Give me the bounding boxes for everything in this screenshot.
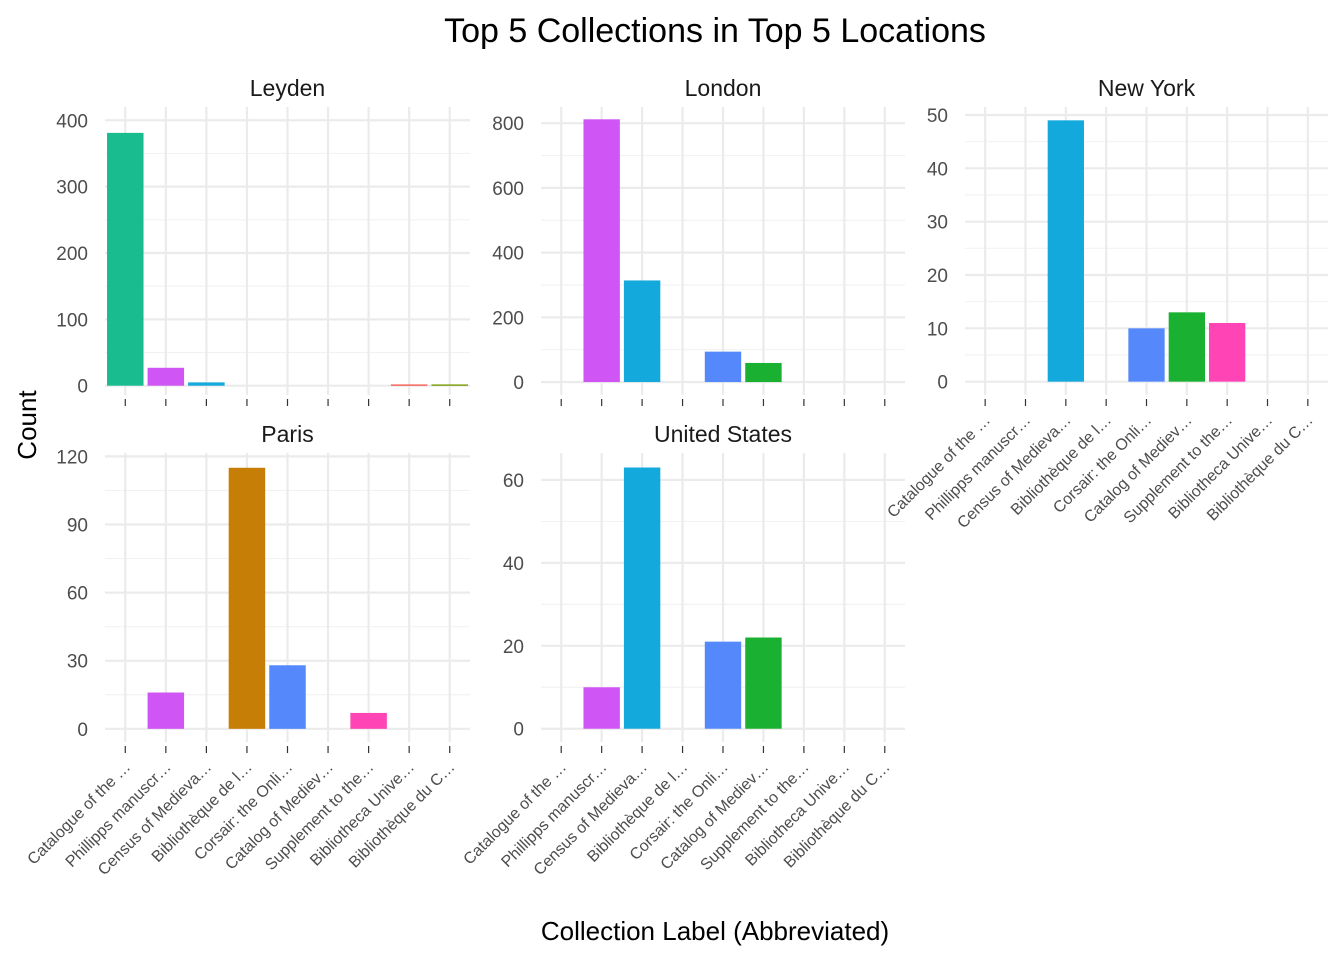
y-tick-label: 10	[927, 319, 948, 340]
y-tick-label: 400	[56, 111, 88, 132]
bar-london-1	[583, 119, 620, 383]
bar-leyden-0	[107, 132, 144, 386]
y-axis-title: Count	[12, 390, 42, 460]
y-tick-label: 100	[56, 310, 88, 331]
y-tick-label: 0	[77, 720, 88, 741]
bar-united-states-2	[623, 467, 661, 729]
bar-united-states-4	[704, 641, 742, 729]
bar-new-york-5	[1168, 312, 1205, 382]
bar-new-york-2	[1047, 120, 1084, 382]
y-tick-label: 800	[492, 114, 524, 135]
bar-united-states-5	[745, 637, 782, 729]
y-tick-label: 60	[67, 584, 88, 605]
panel-leyden: 0 100 200 300 400 Leyden	[56, 75, 470, 406]
bar-paris-4	[269, 665, 306, 729]
bar-london-2	[623, 280, 661, 383]
facet-title: Leyden	[250, 75, 325, 101]
y-tick-label: 40	[927, 159, 948, 180]
y-tick-label: 90	[67, 516, 88, 537]
bar-paris-1	[147, 692, 185, 729]
y-tick-label: 20	[503, 637, 524, 658]
y-tick-label: 0	[77, 377, 88, 398]
bar-london-4	[704, 351, 742, 383]
bar-paris-3	[228, 467, 266, 729]
bar-leyden-2	[188, 382, 225, 386]
facet-title: Paris	[261, 421, 313, 447]
facet-title: New York	[1098, 75, 1196, 101]
y-tick-label: 0	[937, 373, 948, 394]
bar-london-5	[745, 362, 782, 383]
y-tick-label: 200	[56, 244, 88, 265]
y-tick-label: 40	[503, 554, 524, 575]
y-tick-label: 400	[492, 244, 524, 265]
facet-title: United States	[654, 421, 792, 447]
bar-leyden-1	[147, 367, 185, 386]
bar-leyden-8	[431, 384, 468, 386]
y-tick-label: 600	[492, 179, 524, 200]
y-tick-label: 30	[67, 652, 88, 673]
bar-new-york-4	[1128, 328, 1165, 382]
bar-united-states-1	[583, 687, 620, 729]
y-tick-label: 120	[56, 447, 88, 468]
chart-title: Top 5 Collections in Top 5 Locations	[444, 12, 986, 50]
y-tick-label: 20	[927, 266, 948, 287]
y-tick-label: 50	[927, 106, 948, 127]
y-tick-label: 30	[927, 213, 948, 234]
facet-panels: 0100200300400Leyden0200400600800London01…	[25, 75, 1328, 879]
bar-new-york-6	[1209, 323, 1246, 382]
y-tick-label: 200	[492, 308, 524, 329]
x-axis-title: Collection Label (Abbreviated)	[541, 916, 889, 946]
y-tick-label: 60	[503, 471, 524, 492]
bar-leyden-7	[390, 384, 428, 386]
y-tick-label: 0	[513, 720, 524, 741]
y-tick-label: 300	[56, 178, 88, 199]
y-tick-label: 0	[513, 373, 524, 394]
facet-title: London	[685, 75, 762, 101]
panel-london: 0 200 400 600 800 London	[492, 75, 905, 406]
bar-paris-6	[350, 712, 387, 729]
